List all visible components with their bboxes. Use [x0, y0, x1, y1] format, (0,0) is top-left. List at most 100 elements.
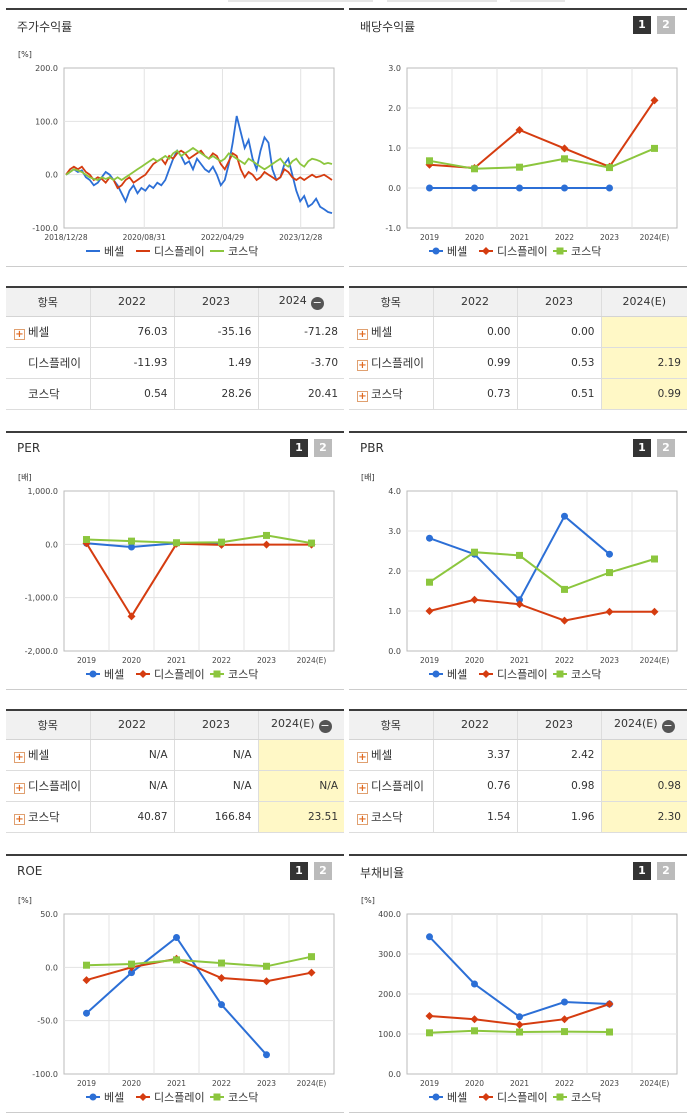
data-point-s3	[561, 1028, 568, 1036]
view-1-button[interactable]: 1	[290, 862, 308, 880]
table-header: 2024(E)	[600, 287, 687, 317]
view-2-button[interactable]: 2	[314, 862, 332, 880]
data-point-s3	[173, 956, 180, 964]
panel-title: PER	[17, 441, 41, 455]
data-point-s2	[217, 974, 226, 982]
y-tick-label: 0.0	[45, 963, 58, 972]
x-tick-label: 2019	[420, 656, 439, 665]
data-point-s3	[308, 953, 315, 961]
view-2-button[interactable]: 2	[314, 439, 332, 457]
panel-title: 배당수익률	[360, 20, 416, 34]
data-point-s3	[516, 163, 523, 171]
data-point-s2	[262, 977, 271, 986]
data-point-s3	[561, 585, 568, 593]
table-cell: 3.37	[432, 739, 517, 771]
x-tick-label: 2020	[122, 656, 141, 665]
y-tick-label: -1.0	[385, 224, 401, 233]
expand-icon[interactable]: +	[357, 390, 368, 402]
table-cell: 2.19	[600, 347, 687, 379]
y-tick-label: 2.0	[388, 104, 401, 113]
data-point-s2	[605, 1000, 614, 1008]
row-label: + 코스닥	[6, 801, 90, 833]
view-1-button[interactable]: 1	[633, 439, 651, 457]
y-tick-label: 0.0	[388, 647, 401, 656]
expand-icon[interactable]: +	[357, 751, 368, 763]
y-tick-label: -1,000.0	[25, 594, 58, 603]
y-axis-unit: [배]	[18, 473, 32, 482]
collapse-icon[interactable]: −	[310, 295, 324, 310]
collapse-icon[interactable]: −	[661, 718, 675, 733]
x-tick-label: 2021	[167, 656, 186, 665]
table-row: + 코스닥 40.87 166.84 23.51	[6, 801, 344, 833]
data-point-s2	[560, 616, 569, 625]
debt-ratio-chart: [%]400.0 300.0 200.0 100.0 0.0 2019 2020 2021 20…	[361, 896, 678, 1104]
legend-label: 디스플레이	[497, 1091, 548, 1104]
panel-title: 부채비율	[360, 866, 405, 880]
legend-label: 코스닥	[228, 245, 258, 258]
view-2-button[interactable]: 2	[657, 439, 675, 457]
data-point-s2	[127, 612, 136, 621]
table-cell: N/A	[89, 770, 174, 802]
collapse-icon[interactable]: −	[318, 718, 332, 733]
legend-label: 디스플레이	[497, 245, 548, 258]
x-tick-label: 2021	[510, 233, 529, 242]
y-tick-label: 1,000.0	[27, 487, 58, 496]
series-line-3	[65, 146, 333, 182]
y-axis-unit: [배]	[361, 473, 375, 482]
data-point-s2	[560, 1015, 569, 1024]
legend-marker-s2	[482, 1093, 490, 1101]
x-tick-label: 2020	[122, 1079, 141, 1088]
x-tick-label: 2020	[465, 233, 484, 242]
data-point-s3	[263, 531, 270, 539]
table-row: 코스닥 0.54 28.26 20.41	[6, 378, 344, 410]
legend-label: 베셀	[447, 668, 467, 681]
table-cell: -3.70	[257, 347, 344, 379]
y-tick-label: -50.0	[37, 1017, 58, 1026]
table-cell	[600, 739, 687, 771]
legend-label: 코스닥	[228, 1091, 258, 1104]
data-point-s2	[650, 96, 659, 105]
view-1-button[interactable]: 1	[633, 862, 651, 880]
data-point-s3	[426, 1029, 433, 1037]
view-2-button[interactable]: 2	[657, 862, 675, 880]
x-tick-label: 2019	[420, 1079, 439, 1088]
expand-icon[interactable]: +	[357, 328, 368, 340]
table-header: 항목	[349, 287, 433, 317]
x-tick-label: 2022	[212, 1079, 231, 1088]
series-line-3	[86, 534, 312, 545]
table-header: 2022	[89, 710, 174, 740]
table-row: + 베셀 N/A N/A	[6, 739, 344, 771]
pbr-table: 항목 2022 2023 2024(E) − + 베셀 3.37 2.42 + 디스플레이 0.76 0…	[349, 709, 687, 833]
table-row: + 베셀 76.03 -35.16 -71.28	[6, 316, 344, 348]
data-point-s1	[426, 184, 433, 192]
view-2-button[interactable]: 2	[657, 16, 675, 34]
expand-icon[interactable]: +	[14, 328, 25, 340]
y-tick-label: -100.0	[32, 1070, 58, 1079]
expand-icon[interactable]: +	[14, 813, 25, 825]
expand-icon[interactable]: +	[14, 751, 25, 763]
expand-icon[interactable]: +	[357, 813, 368, 825]
table-cell	[257, 739, 344, 771]
view-1-button[interactable]: 1	[290, 439, 308, 457]
expand-icon[interactable]: +	[357, 782, 368, 794]
row-label: + 디스플레이	[349, 347, 433, 379]
legend-label: 디스플레이	[154, 1091, 205, 1104]
table-cell: 0.98	[600, 770, 687, 802]
table-cell: 0.99	[600, 378, 687, 410]
expand-icon[interactable]: +	[357, 359, 368, 371]
table-header: 항목	[6, 710, 90, 740]
view-1-button[interactable]: 1	[633, 16, 651, 34]
table-row: + 베셀 0.00 0.00	[349, 316, 687, 348]
x-tick-label: 2022	[212, 656, 231, 665]
table-cell: N/A	[89, 739, 174, 771]
y-tick-label: 1.0	[388, 144, 401, 153]
x-tick-label: 2022	[555, 656, 574, 665]
x-tick-label: 2022	[555, 1079, 574, 1088]
expand-icon[interactable]: +	[14, 782, 25, 794]
y-tick-label: 100.0	[35, 117, 58, 126]
data-point-s1	[516, 596, 523, 604]
table-header: 항목	[6, 287, 90, 317]
x-tick-label: 2019	[77, 656, 96, 665]
x-tick-label: 2023/12/28	[279, 233, 322, 242]
